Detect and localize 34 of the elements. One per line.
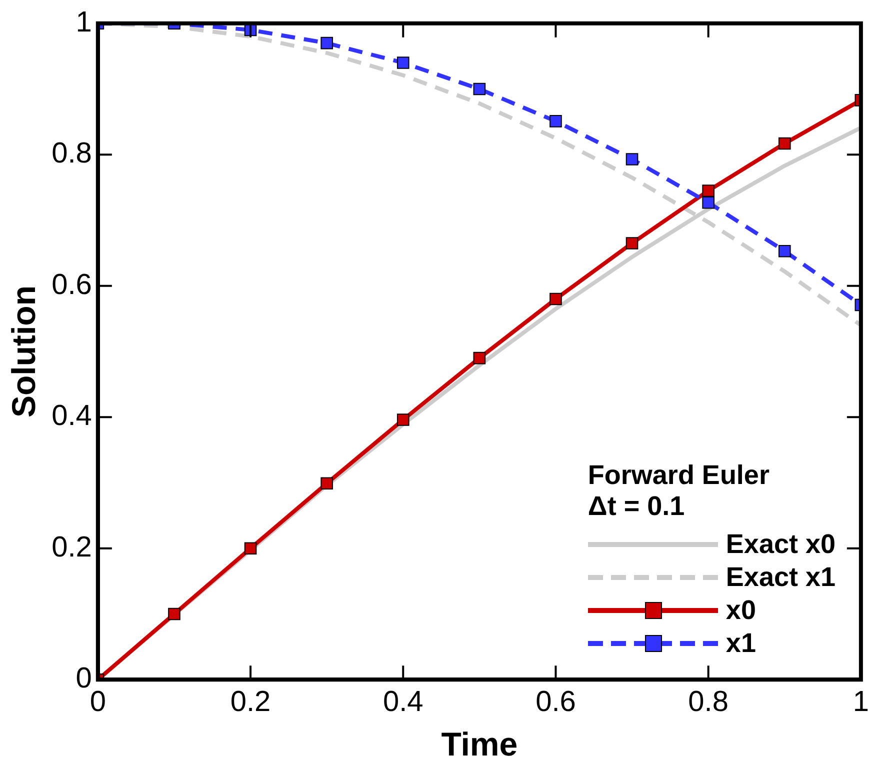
legend-title: Forward Euler Δt = 0.1: [588, 460, 770, 522]
point: [550, 292, 562, 306]
x-axis-title: Time: [441, 725, 518, 762]
point: [396, 414, 410, 426]
point: [168, 608, 180, 620]
y-tick-label: 0.4: [52, 400, 92, 432]
point: [320, 36, 333, 50]
point: [396, 56, 410, 69]
x-tick-label: 0.6: [536, 686, 576, 718]
point: [320, 477, 333, 490]
point: [778, 137, 791, 150]
x-tick-label: 1: [852, 686, 870, 718]
legend-label: Exact x0: [726, 528, 836, 560]
point: [473, 82, 486, 96]
y-tick-label: 0: [76, 662, 92, 695]
point: [702, 184, 714, 197]
point: [702, 196, 714, 209]
x-tick-label: 0.8: [688, 686, 728, 718]
legend-label: Exact x1: [726, 562, 836, 593]
legend-label: x0: [726, 594, 756, 626]
y-tick-label: 0.6: [52, 268, 92, 301]
point: [473, 352, 486, 364]
x-tick-label: 0.2: [230, 686, 271, 718]
point: [244, 542, 257, 555]
point: [778, 244, 791, 258]
y-tick-label: 0.8: [52, 138, 92, 170]
legend-label: x1: [726, 628, 756, 659]
y-tick-label: 1: [76, 6, 92, 38]
x-tick-label: 0.4: [382, 686, 424, 718]
point: [550, 115, 562, 128]
y-axis-title: Solution: [4, 286, 42, 418]
point: [626, 153, 638, 166]
point: [626, 237, 638, 250]
y-tick-label: 0.2: [52, 531, 92, 564]
